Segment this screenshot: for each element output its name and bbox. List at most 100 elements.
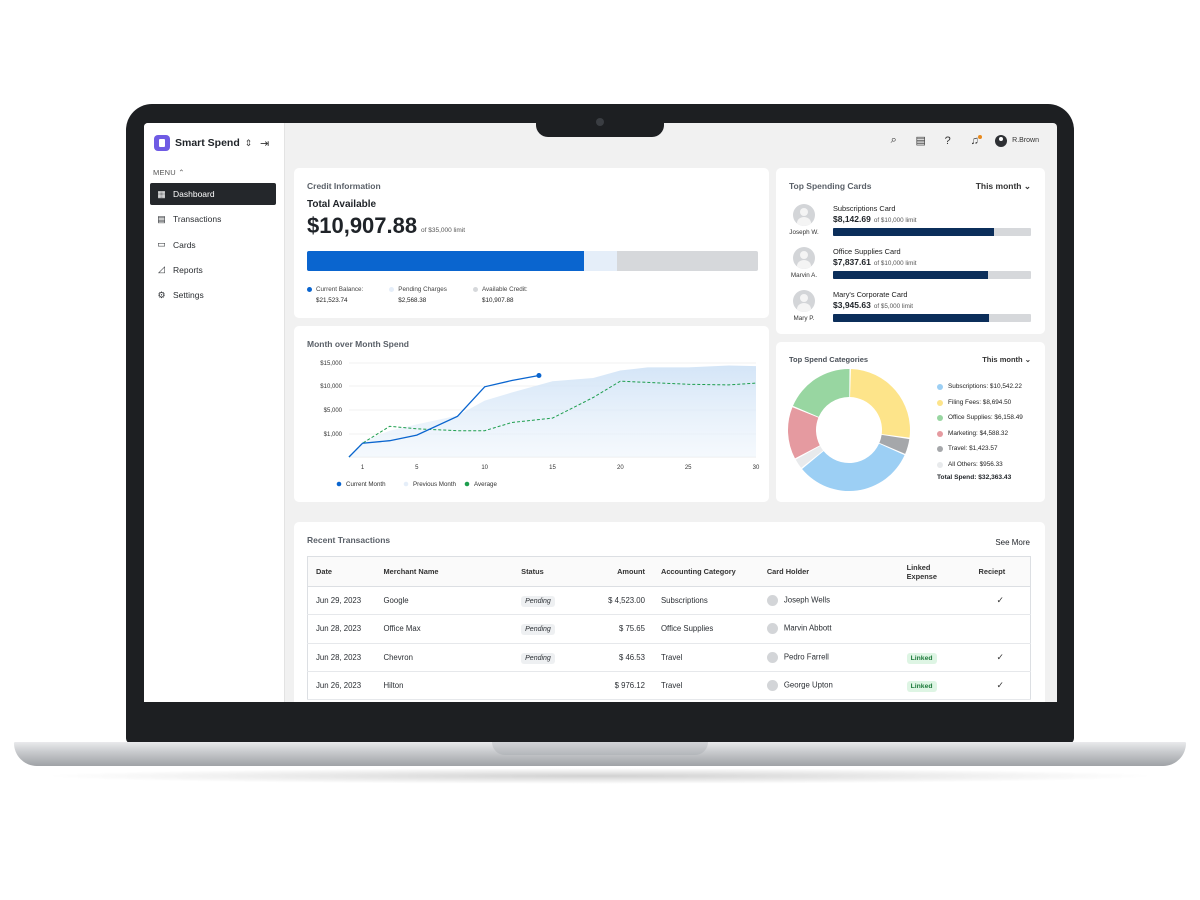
check-icon[interactable]: ✓ xyxy=(996,595,1005,606)
legend-swatch xyxy=(464,481,470,487)
sidebar-item-cards[interactable]: ▭ Cards xyxy=(150,234,276,256)
donut-slice[interactable] xyxy=(792,369,850,417)
table-row[interactable]: Jun 28, 2023 Chevron Pending $ 46.53 Travel P… xyxy=(307,643,1031,672)
linked-badge: Linked xyxy=(906,681,937,693)
donut-slice[interactable] xyxy=(879,434,910,454)
app-screen: Smart Spend ⇕ ⇥ MENU ⌃ ▦ Dashboard ▤ Tra… xyxy=(144,123,1057,702)
x-tick-label: 15 xyxy=(549,465,556,471)
column-header[interactable]: Status xyxy=(513,556,576,587)
transactions-table: Date Merchant Name Status Amount Account… xyxy=(307,556,1031,701)
column-header[interactable]: Linked Expense xyxy=(898,556,971,587)
period-dropdown[interactable]: This month ⌄ xyxy=(976,181,1031,192)
x-tick-label: 25 xyxy=(685,465,692,471)
legend-item: Filing Fees: $8,694.50 xyxy=(937,399,1023,415)
document-icon: ▤ xyxy=(157,213,166,224)
column-header[interactable]: Merchant Name xyxy=(375,556,514,587)
categories-donut-chart xyxy=(788,369,910,491)
total-available-label: Total Available xyxy=(307,199,377,210)
donut-slice[interactable] xyxy=(795,446,824,468)
legend-label: Average xyxy=(474,481,497,488)
current-balance-segment xyxy=(307,251,585,271)
table-row[interactable]: Jun 26, 2023 Hilton $ 976.12 Travel George U… xyxy=(307,671,1031,701)
spender-row[interactable]: Joseph W. Subscriptions Card $8,142.69 of… xyxy=(788,204,1033,244)
collapse-sidebar-icon[interactable]: ⇥ xyxy=(260,138,270,150)
column-header[interactable]: Reciept xyxy=(970,556,1031,587)
sidebar-item-dashboard[interactable]: ▦ Dashboard xyxy=(150,183,276,205)
status-badge-cell xyxy=(513,671,576,701)
y-tick-label: $10,000 xyxy=(320,384,342,390)
credit-limit-text: of $35,000 limit xyxy=(421,227,466,234)
merchant-name-cell: Google xyxy=(375,586,514,616)
chevron-down-icon: ⌄ xyxy=(1024,355,1031,364)
current-month-endpoint[interactable] xyxy=(536,373,542,379)
card-holder-name: Pedro Farrell xyxy=(783,652,829,662)
brand-switcher[interactable]: Smart Spend ⇕ xyxy=(154,135,252,151)
chevron-up-icon[interactable]: ⌃ xyxy=(178,168,185,177)
transaction-amount-cell: $ 75.65 xyxy=(575,614,653,644)
messages-icon[interactable]: ▤ xyxy=(915,135,926,147)
card-title: Month over Month Spend xyxy=(307,339,409,349)
series-line-current-month xyxy=(348,374,540,458)
sidebar-item-reports[interactable]: ◿ Reports xyxy=(150,259,276,281)
table-row[interactable]: Jun 29, 2023 Google Pending $ 4,523.00 Subsc… xyxy=(307,586,1031,616)
legend-swatch xyxy=(937,384,943,390)
bell-icon[interactable]: ♫ xyxy=(968,134,983,147)
card-amount: $3,945.63 of $5,000 limit xyxy=(833,300,913,310)
legend-label: All Others: $956.33 xyxy=(948,460,1003,468)
merchant-name-cell: Chevron xyxy=(375,643,514,672)
sidebar-item-transactions[interactable]: ▤ Transactions xyxy=(150,208,276,230)
legend-value: $21,523.74 xyxy=(316,297,348,304)
column-header[interactable]: Card Holder xyxy=(758,556,899,587)
column-header[interactable]: Amount xyxy=(575,556,653,587)
legend-item: All Others: $956.33 xyxy=(937,461,1023,477)
legend-pending-charges: Pending Charges $2,568.38 xyxy=(389,286,447,304)
merchant-name-cell: Office Max xyxy=(375,614,514,644)
camera-icon xyxy=(596,118,604,126)
period-dropdown[interactable]: This month ⌄ xyxy=(982,355,1031,364)
sidebar-item-settings[interactable]: ⚙ Settings xyxy=(150,284,276,306)
see-more-link[interactable]: See More xyxy=(995,538,1030,547)
card-usage-bar xyxy=(833,228,1031,236)
linked-expense-badge-cell: Linked xyxy=(898,671,971,701)
check-icon[interactable]: ✓ xyxy=(996,680,1005,691)
spender-row[interactable]: Marvin A. Office Supplies Card $7,837.61… xyxy=(788,247,1033,287)
table-row[interactable]: Jun 28, 2023 Office Max Pending $ 75.65 Offi… xyxy=(307,614,1031,644)
card-holder-cell: George Upton xyxy=(758,671,899,701)
legend-label: Travel: $1,423.57 xyxy=(948,445,998,452)
legend-value: $10,907.88 xyxy=(481,297,514,304)
sidebar: Smart Spend ⇕ ⇥ MENU ⌃ ▦ Dashboard ▤ Tra… xyxy=(144,123,285,702)
x-tick-label: 30 xyxy=(753,465,760,471)
period-label: This month xyxy=(975,181,1022,191)
donut-slice[interactable] xyxy=(802,443,905,491)
column-header[interactable]: Date xyxy=(307,556,376,587)
card-holder-name: Joseph Wells xyxy=(783,595,831,605)
card-title: Top Spending Cards xyxy=(789,181,872,191)
app-name: Smart Spend xyxy=(175,137,240,149)
donut-slice[interactable] xyxy=(788,407,820,459)
accounting-category-cell: Travel xyxy=(652,643,759,672)
donut-slice[interactable] xyxy=(850,369,910,438)
pending-charges-segment xyxy=(584,251,618,271)
help-icon[interactable]: ? xyxy=(944,134,951,147)
card-title: Top Spend Categories xyxy=(789,355,869,364)
transaction-date-cell: Jun 28, 2023 xyxy=(307,643,376,672)
card-usage-bar xyxy=(833,314,1031,322)
column-header[interactable]: Accounting Category xyxy=(652,556,759,587)
check-icon[interactable]: ✓ xyxy=(996,651,1005,662)
top-spend-categories-card: Top Spend Categories This month ⌄ Subscr… xyxy=(776,342,1045,502)
card-amount-value: $3,945.63 xyxy=(833,300,871,310)
legend-swatch xyxy=(937,461,943,468)
credit-legend: Current Balance: $21,523.74 Pending Char… xyxy=(307,286,528,304)
x-tick-label: 5 xyxy=(415,465,419,471)
legend-label: Current Month xyxy=(346,481,386,488)
card-holder-cell: Joseph Wells xyxy=(758,586,899,616)
card-limit: of $10,000 limit xyxy=(873,260,917,267)
accounting-category-cell: Travel xyxy=(652,671,759,701)
search-icon[interactable]: ⌕ xyxy=(890,134,897,146)
card-usage-fill xyxy=(833,228,995,236)
spender-row[interactable]: Mary P. Mary's Corporate Card $3,945.63 o… xyxy=(788,290,1033,330)
card-amount-value: $7,837.61 xyxy=(833,257,871,267)
avatar xyxy=(766,680,778,692)
user-menu[interactable]: R.Brown xyxy=(995,134,1039,147)
card-holder-cell: Marvin Abbott xyxy=(758,614,899,644)
